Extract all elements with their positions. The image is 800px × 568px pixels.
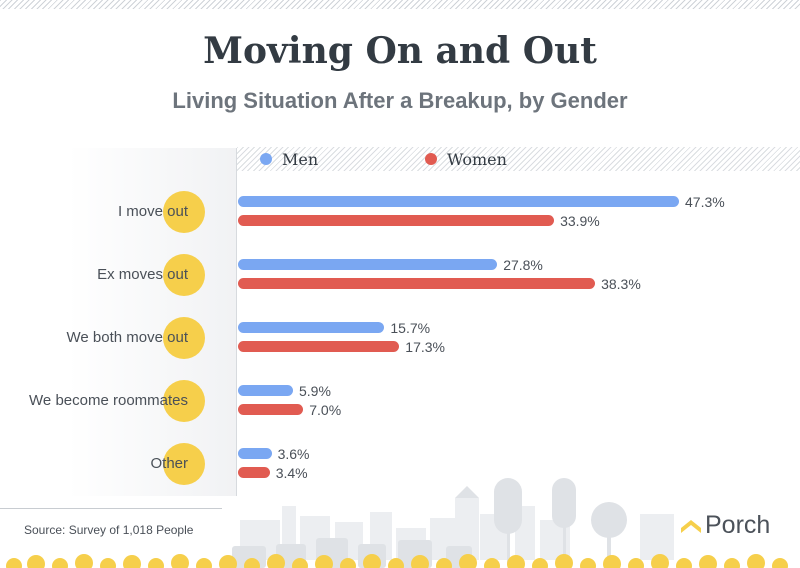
value-label-men-we-both-move-out: 15.7% <box>390 320 431 336</box>
value-label-men-we-become-roommates: 5.9% <box>299 383 331 399</box>
top-hatch-border <box>0 0 800 9</box>
value-label-women-other: 3.4% <box>275 465 308 481</box>
category-highlight-circle <box>163 254 205 296</box>
legend-item-women: Women <box>425 148 507 170</box>
bar-men-i-move-out <box>238 196 679 207</box>
category-highlight-circle <box>163 191 205 233</box>
bar-women-we-both-move-out <box>238 341 400 352</box>
value-label-women-ex-moves-out: 38.3% <box>601 276 641 292</box>
category-label-other: Other <box>150 455 188 472</box>
category-panel <box>68 148 236 496</box>
bar-men-we-become-roommates <box>238 385 293 396</box>
legend-item-men: Men <box>260 148 318 170</box>
value-label-men-i-move-out: 47.3% <box>685 194 725 210</box>
source-note: Source: Survey of 1,018 People <box>24 523 194 537</box>
bar-women-other <box>238 467 270 478</box>
porch-logo: Porch <box>681 511 770 540</box>
legend-label-women: Women <box>447 149 507 169</box>
legend-swatch-women <box>425 153 437 165</box>
value-label-women-i-move-out: 33.9% <box>560 213 600 229</box>
bar-women-we-become-roommates <box>238 404 304 415</box>
bar-men-ex-moves-out <box>238 259 498 270</box>
value-label-men-other: 3.6% <box>277 446 310 462</box>
bar-women-i-move-out <box>238 215 555 226</box>
chart-subtitle: Living Situation After a Breakup, by Gen… <box>172 88 628 113</box>
category-label-ex-moves-out: Ex moves out <box>97 266 188 283</box>
bar-women-ex-moves-out <box>238 278 596 289</box>
category-label-i-move-out: I move out <box>117 203 188 220</box>
value-label-men-ex-moves-out: 27.8% <box>503 257 543 273</box>
category-highlight-circle <box>163 380 205 422</box>
yellow-bushes <box>6 554 788 568</box>
category-label-we-become-roommates: We become roommates <box>29 392 188 409</box>
bar-men-other <box>238 448 272 459</box>
chart-title: Moving On and Out <box>203 30 597 72</box>
value-label-women-we-both-move-out: 17.3% <box>405 339 445 355</box>
porch-roof-icon <box>681 519 701 533</box>
legend-hatch-band <box>237 147 800 171</box>
porch-logo-text: Porch <box>705 511 771 539</box>
bar-men-we-both-move-out <box>238 322 385 333</box>
value-label-women-we-become-roommates: 7.0% <box>309 402 342 418</box>
legend-label-men: Men <box>282 149 319 169</box>
legend-swatch-men <box>260 153 272 165</box>
category-highlight-circle <box>163 443 205 485</box>
category-highlight-circle <box>163 317 205 359</box>
source-divider <box>0 508 222 509</box>
category-label-we-both-move-out: We both move out <box>66 329 188 346</box>
y-axis-line <box>236 148 237 496</box>
